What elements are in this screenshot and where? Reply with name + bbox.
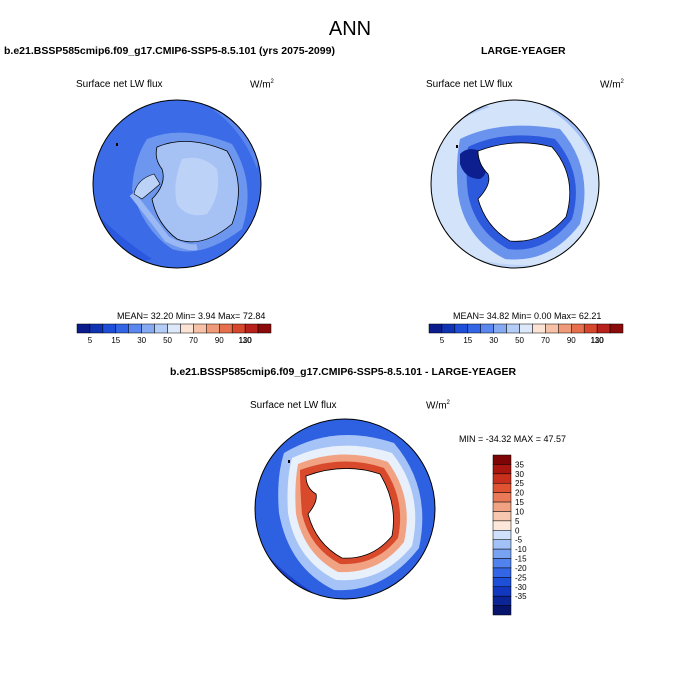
panel-1-colorbar-tick-label: 15 [111, 336, 120, 345]
panel-2-colorbar-swatch [609, 323, 624, 334]
panel-2-colorbar-tick-label: 90 [567, 336, 576, 345]
panel-3-colorbar-swatch [492, 464, 512, 475]
panel-1-colorbar-tick-label: 30 [137, 336, 146, 345]
panel-3-colorbar-tick-label: 20 [515, 489, 524, 498]
panel-1-colorbar-swatch [193, 323, 207, 334]
panel-1-colorbar-swatch [167, 323, 181, 334]
panel-2-colorbar-tick-label: 15 [463, 336, 472, 345]
panel-3-colorbar-tick-label: 0 [515, 526, 520, 535]
panel-1-title: b.e21.BSSP585cmip6.f09_g17.CMIP6-SSP5-8.… [4, 45, 335, 57]
panel-3-colorbar-tick-label: -20 [515, 564, 527, 573]
panel-2-map [430, 99, 600, 269]
panel-1-colorbar-swatch [244, 323, 259, 334]
panel-2-colorbar-swatch [480, 323, 494, 334]
panel-3-colorbar-swatch [492, 492, 512, 503]
panel-1-colorbar-swatch [154, 323, 168, 334]
panel-3-colorbar-swatch [492, 539, 512, 550]
panel-3-colorbar-tick-label: 35 [515, 460, 524, 469]
panel-2-colorbar-swatch [596, 323, 611, 334]
panel-2-colorbar-swatch [519, 323, 533, 334]
panel-1-units-label: W/m2 [250, 79, 274, 91]
panel-2-stats: MEAN= 34.82 Min= 0.00 Max= 62.21 [453, 311, 602, 321]
panel-3-colorbar-tick-label: -15 [515, 555, 527, 564]
panel-3-colorbar-tick-label: 25 [515, 479, 524, 488]
page-title: ANN [328, 18, 372, 40]
panel-3-colorbar-tick-label: -25 [515, 573, 527, 582]
panel-3-colorbar-swatch [492, 595, 512, 606]
panel-2-colorbar-swatch [467, 323, 481, 334]
panel-3-colorbar-tick-label: 5 [515, 517, 520, 526]
panel-1-colorbar-tick-label: 110 [239, 336, 252, 345]
panel-2-colorbar-swatch [558, 323, 572, 334]
panel-3-colorbar-swatch [492, 530, 512, 540]
panel-2-colorbar-tick-label: 130 [590, 336, 604, 345]
panel-1-colorbar-tick-label: 5 [88, 336, 93, 345]
panel-1-colorbar-tick-label: 70 [189, 336, 198, 345]
panel-3-colorbar-swatch [492, 473, 512, 484]
panel-3-colorbar-tick-label: 10 [515, 507, 524, 516]
panel-3-variable-label: Surface net LW flux [250, 400, 337, 411]
panel-3-title: b.e21.BSSP585cmip6.f09_g17.CMIP6-SSP5-8.… [170, 366, 517, 378]
panel-2-colorbar-swatch [454, 323, 469, 334]
panel-1-colorbar-tick-label: 90 [215, 336, 224, 345]
panel-2-colorbar-swatch [441, 323, 456, 334]
panel-2-colorbar-tick-label: 50 [515, 336, 524, 345]
panel-1-colorbar-swatch [102, 323, 117, 334]
panel-2-colorbar-swatch [493, 323, 507, 334]
panel-3-colorbar-tick-label: -5 [515, 536, 523, 545]
panel-1-colorbar-swatch [76, 323, 91, 334]
panel-2-colorbar-swatch [545, 323, 559, 334]
panel-2-colorbar-tick-label: 70 [541, 336, 550, 345]
panel-1-colorbar-tick-label: 50 [163, 336, 172, 345]
panel-3-colorbar-tick-label: 15 [515, 498, 524, 507]
panel-3-colorbar-swatch [492, 511, 512, 522]
panel-3-colorbar-swatch [492, 567, 512, 578]
panel-3-colorbar-swatch [492, 482, 512, 493]
panel-2-colorbar-swatch [532, 323, 546, 334]
panel-3-colorbar-swatch [492, 454, 512, 465]
panel-1-colorbar-swatch [231, 323, 246, 334]
panel-3-colorbar-swatch [492, 501, 512, 512]
panel-2-variable-label: Surface net LW flux [426, 79, 513, 90]
panel-3-stats: MIN = -34.32 MAX = 47.57 [459, 434, 567, 444]
panel-2-colorbar-swatch [428, 323, 443, 334]
panel-3-colorbar-tick-label: 30 [515, 470, 524, 479]
panel-1-map [92, 99, 262, 269]
panel-2-colorbar-swatch [571, 323, 585, 334]
panel-1-variable-label: Surface net LW flux [76, 79, 163, 90]
panel-1-colorbar-swatch [89, 323, 104, 334]
panel-2-units-label: W/m2 [600, 79, 624, 91]
panel-1-colorbar-swatch [257, 323, 272, 334]
panel-1-colorbar-swatch [180, 323, 194, 334]
panel-3-units-label: W/m2 [426, 400, 450, 412]
panel-3-colorbar-tick-label: -30 [515, 583, 527, 592]
panel-2-colorbar-tick-label: 5 [440, 336, 445, 345]
panel-1-colorbar-swatch [128, 323, 142, 334]
panel-3-colorbar-swatch [492, 605, 512, 616]
panel-2-title: LARGE-YEAGER [481, 45, 566, 57]
panel-2-colorbar-swatch [583, 323, 598, 334]
panel-3-colorbar-tick-label: -10 [515, 545, 527, 554]
panel-3-map [254, 418, 436, 600]
panel-3-colorbar-swatch [492, 586, 512, 597]
panel-2-colorbar-swatch [506, 323, 520, 334]
panel-1-colorbar-swatch [219, 323, 233, 334]
panel-1-colorbar-swatch [141, 323, 155, 334]
panel-3-colorbar-swatch [492, 558, 512, 569]
panel-3-colorbar-swatch [492, 520, 512, 531]
panel-3-colorbar-swatch [492, 548, 512, 559]
panel-2-colorbar-tick-label: 30 [489, 336, 498, 345]
panel-1-stats: MEAN= 32.20 Min= 3.94 Max= 72.84 [117, 311, 266, 321]
panel-1-colorbar-tick-label: 130 [238, 336, 252, 345]
panel-1-colorbar-swatch [206, 323, 220, 334]
panel-1-colorbar-swatch [115, 323, 129, 334]
panel-3-colorbar-swatch [492, 577, 512, 588]
panel-3-colorbar-tick-label: -35 [515, 592, 527, 601]
panel-2-colorbar-tick-label: 110 [591, 336, 604, 345]
